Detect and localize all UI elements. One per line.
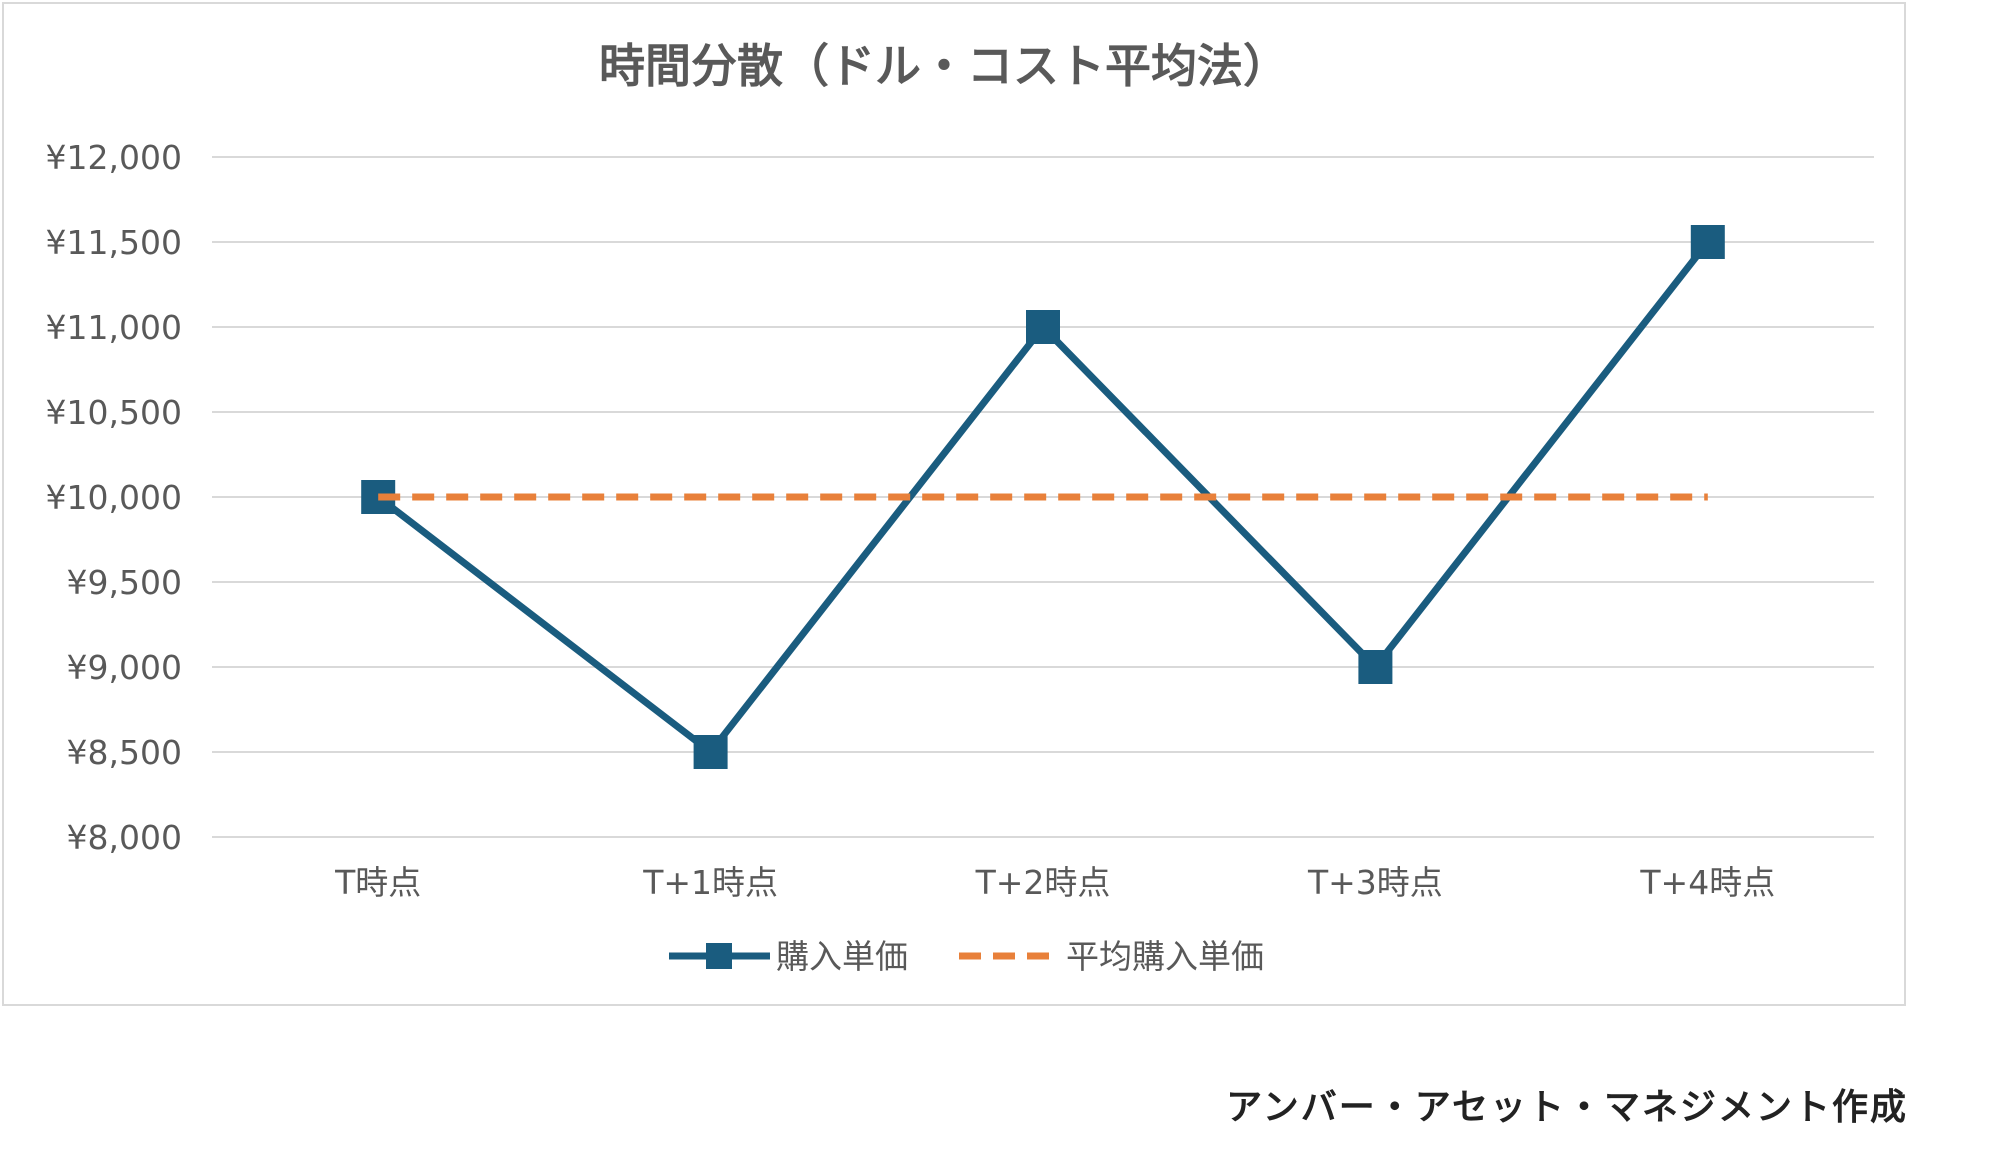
y-axis-tick-labels: ¥8,000 ¥8,500 ¥9,000 ¥9,500 ¥10,000 ¥10,500 ¥1… [46, 138, 182, 857]
y-tick-label: ¥11,000 [46, 308, 182, 347]
legend-label: 購入単価 [776, 937, 908, 976]
chart-title: 時間分散（ドル・コスト平均法） [599, 39, 1289, 93]
x-tick-label: T+1時点 [642, 863, 778, 902]
y-tick-label: ¥10,000 [46, 478, 182, 517]
data-point-marker [1690, 225, 1725, 259]
chart-frame: 時間分散（ドル・コスト平均法） ¥8,000 ¥8,500 ¥9,000 ¥9,500… [2, 2, 1906, 1006]
y-tick-label: ¥8,000 [67, 818, 182, 857]
series-layer [361, 225, 1725, 769]
data-point-marker [693, 735, 728, 769]
source-credit: アンバー・アセット・マネジメント作成 [1226, 1087, 1908, 1128]
legend: 購入単価 平均購入単価 [669, 937, 1264, 976]
y-tick-label: ¥8,500 [67, 733, 182, 772]
legend-entry-average-purchase-price: 平均購入単価 [959, 937, 1264, 976]
x-axis-tick-labels: T時点 T+1時点 T+2時点 T+3時点 T+4時点 [334, 863, 1775, 902]
x-tick-label: T+2時点 [975, 863, 1111, 902]
data-point-marker [1358, 650, 1393, 684]
y-tick-label: ¥9,000 [67, 648, 182, 687]
x-tick-label: T時点 [334, 863, 421, 902]
x-tick-label: T+4時点 [1639, 863, 1775, 902]
legend-entry-purchase-price: 購入単価 [669, 937, 908, 976]
y-tick-label: ¥9,500 [67, 563, 182, 602]
y-tick-label: ¥11,500 [46, 223, 182, 262]
y-tick-label: ¥10,500 [46, 393, 182, 432]
line-chart: 時間分散（ドル・コスト平均法） ¥8,000 ¥8,500 ¥9,000 ¥9,500… [46, 39, 1874, 976]
y-tick-label: ¥12,000 [46, 138, 182, 177]
x-tick-label: T+3時点 [1307, 863, 1443, 902]
data-point-marker [1026, 310, 1060, 344]
legend-label: 平均購入単価 [1066, 937, 1264, 976]
legend-marker [706, 943, 732, 969]
